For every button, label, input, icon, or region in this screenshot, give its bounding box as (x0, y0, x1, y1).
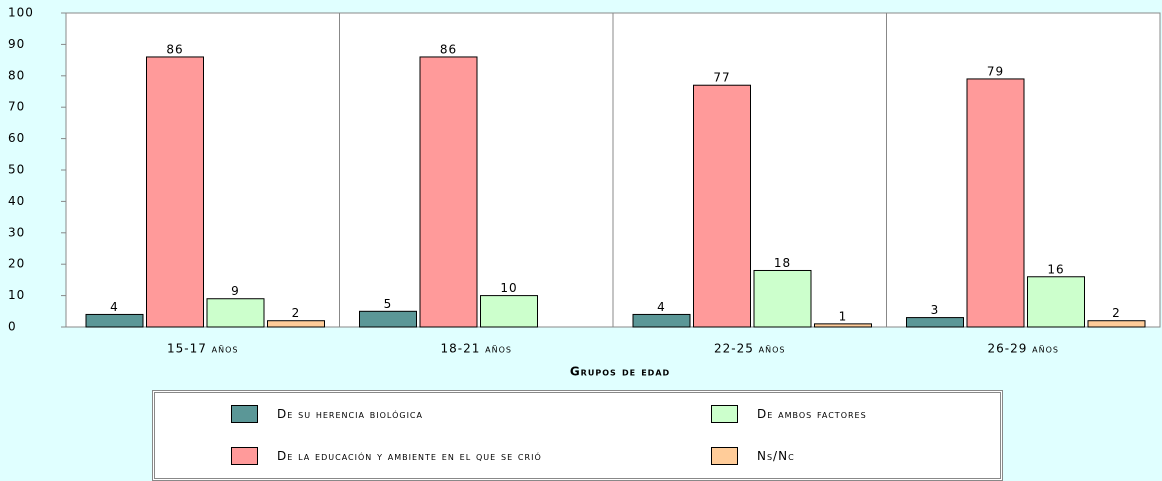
legend-swatch (231, 405, 258, 423)
bar (85, 313, 144, 328)
y-tick-label: 20 (8, 257, 25, 271)
bar (693, 84, 751, 328)
data-label: 16 (1047, 262, 1064, 276)
legend-label: De ambos factores (757, 406, 867, 421)
data-label: 79 (987, 64, 1004, 78)
legend-swatch (231, 447, 258, 465)
bar (753, 269, 812, 328)
chart: Grupos de edad 0 10 20 30 40 50 60 70 80 90 100 15-… (8, 6, 1161, 379)
data-label: 1 (839, 309, 848, 323)
x-tick-label: 15-17 años (167, 342, 239, 356)
x-axis-title: Grupos de edad (570, 365, 670, 379)
bar (814, 323, 872, 328)
y-tick-label: 90 (8, 37, 25, 51)
y-tick-label: 60 (8, 131, 25, 145)
bar (1087, 320, 1146, 328)
bar (632, 313, 691, 328)
data-label: 4 (657, 300, 666, 314)
legend-label: De su herencia biológica (277, 406, 423, 421)
bar (359, 310, 417, 328)
data-label: 77 (713, 71, 730, 85)
legend-swatch (711, 447, 738, 465)
bar (146, 56, 204, 328)
x-tick-label: 18-21 años (440, 342, 512, 356)
y-tick-label: 10 (8, 288, 25, 302)
legend: De su herencia biológica De la educación … (152, 390, 1003, 481)
data-label: 86 (440, 42, 457, 56)
data-label: 18 (774, 256, 791, 270)
bar (966, 78, 1025, 328)
legend-label: De la educación y ambiente en el que se … (277, 448, 542, 463)
legend-swatch (711, 405, 738, 423)
x-tick-label: 26-29 años (987, 342, 1059, 356)
data-label: 2 (292, 306, 301, 320)
bar (480, 295, 538, 328)
x-tick-label: 22-25 años (714, 342, 786, 356)
bar (206, 298, 265, 328)
legend-label: Ns/Nc (757, 448, 795, 463)
bar (419, 56, 478, 328)
data-label: 4 (110, 300, 119, 314)
data-label: 10 (500, 281, 517, 295)
y-tick-label: 30 (8, 225, 25, 239)
legend-item: De la educación y ambiente en el que se … (231, 447, 677, 465)
y-tick-label: 80 (8, 68, 25, 82)
legend-item: Ns/Nc (711, 447, 1157, 465)
bar (267, 320, 325, 328)
y-tick-label: 50 (8, 163, 25, 177)
bar (1027, 276, 1085, 328)
y-tick-label: 70 (8, 100, 25, 114)
data-label: 9 (231, 284, 240, 298)
legend-item: De su herencia biológica (231, 405, 677, 423)
y-tick-label: 40 (8, 194, 25, 208)
data-label: 3 (931, 303, 940, 317)
data-label: 2 (1112, 306, 1121, 320)
y-tick-label: 100 (8, 6, 34, 20)
bar (906, 317, 964, 328)
legend-item: De ambos factores (711, 405, 1157, 423)
y-tick-label: 0 (8, 320, 17, 334)
data-label: 5 (384, 297, 393, 311)
data-label: 86 (166, 42, 183, 56)
